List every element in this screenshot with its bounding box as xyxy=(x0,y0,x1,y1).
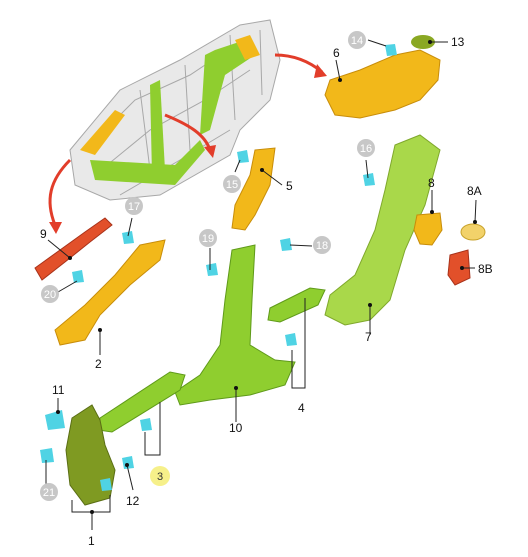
clip-1b xyxy=(100,478,112,491)
badge-21: 21 xyxy=(40,483,58,501)
clip-15 xyxy=(237,150,249,163)
clip-20 xyxy=(72,270,84,283)
callout-2: 2 xyxy=(95,357,102,371)
callout-5: 5 xyxy=(286,179,293,193)
arrow-to-part-9 xyxy=(48,158,72,226)
callout-14: 14 xyxy=(351,35,363,47)
clip-3 xyxy=(140,418,152,431)
badge-20: 20 xyxy=(41,285,59,303)
clip-4 xyxy=(285,333,297,346)
callout-1: 1 xyxy=(88,534,95,548)
part-8b-insert xyxy=(447,249,471,286)
callout-7: 7 xyxy=(365,330,372,344)
badge-17: 17 xyxy=(125,197,143,215)
callout-3: 3 xyxy=(157,471,163,483)
leader-dots xyxy=(56,40,477,514)
callout-4: 4 xyxy=(298,401,305,415)
callout-8: 8 xyxy=(428,176,435,190)
callout-15: 15 xyxy=(226,179,238,191)
part-7-quarter-trim xyxy=(324,134,441,326)
callout-18: 18 xyxy=(316,240,328,252)
arrowhead-6 xyxy=(314,64,327,78)
badge-14: 14 xyxy=(348,31,366,49)
car-body-pillar-highlights xyxy=(80,35,260,185)
badge-3-highlight: 3 xyxy=(150,466,170,486)
clip-19 xyxy=(206,263,218,276)
part-6-rear-quarter-trim xyxy=(324,49,441,119)
badge-19: 19 xyxy=(199,229,217,247)
callout-11: 11 xyxy=(52,383,65,397)
clip-18 xyxy=(280,238,292,251)
clip-17 xyxy=(122,231,134,244)
callout-13: 13 xyxy=(451,35,465,49)
callout-8a: 8A xyxy=(467,184,482,198)
clip-12 xyxy=(122,456,134,469)
clip-21 xyxy=(40,448,54,463)
arrowhead-5 xyxy=(204,145,216,158)
callout-8b: 8B xyxy=(478,262,493,276)
callout-20: 20 xyxy=(44,289,56,301)
part-9-bracket xyxy=(34,217,113,281)
part-13-cap xyxy=(411,35,435,49)
callout-21: 21 xyxy=(43,487,55,499)
callout-17: 17 xyxy=(128,201,140,213)
part-10-b-pillar-lower xyxy=(174,244,296,406)
callout-16: 16 xyxy=(360,143,372,155)
part-8-grommet xyxy=(413,212,443,246)
clip-16 xyxy=(363,173,375,186)
arrow-to-part-6 xyxy=(274,53,323,74)
callout-6: 6 xyxy=(333,46,340,60)
part-2-a-pillar-trim xyxy=(54,239,166,346)
part-5-b-pillar-upper xyxy=(231,147,276,231)
callout-19: 19 xyxy=(202,233,214,245)
callout-10: 10 xyxy=(229,421,243,435)
badge-15: 15 xyxy=(223,175,241,193)
arrowhead-9 xyxy=(49,222,62,234)
part-4-scuff-plate xyxy=(267,287,326,323)
badge-16: 16 xyxy=(357,139,375,157)
callout-9: 9 xyxy=(40,227,47,241)
callout-12: 12 xyxy=(126,494,140,508)
leader-lines xyxy=(45,39,477,530)
badge-18: 18 xyxy=(313,236,331,254)
clip-14 xyxy=(385,44,397,56)
clip-11 xyxy=(45,410,65,430)
part-8a-cap xyxy=(460,223,486,241)
